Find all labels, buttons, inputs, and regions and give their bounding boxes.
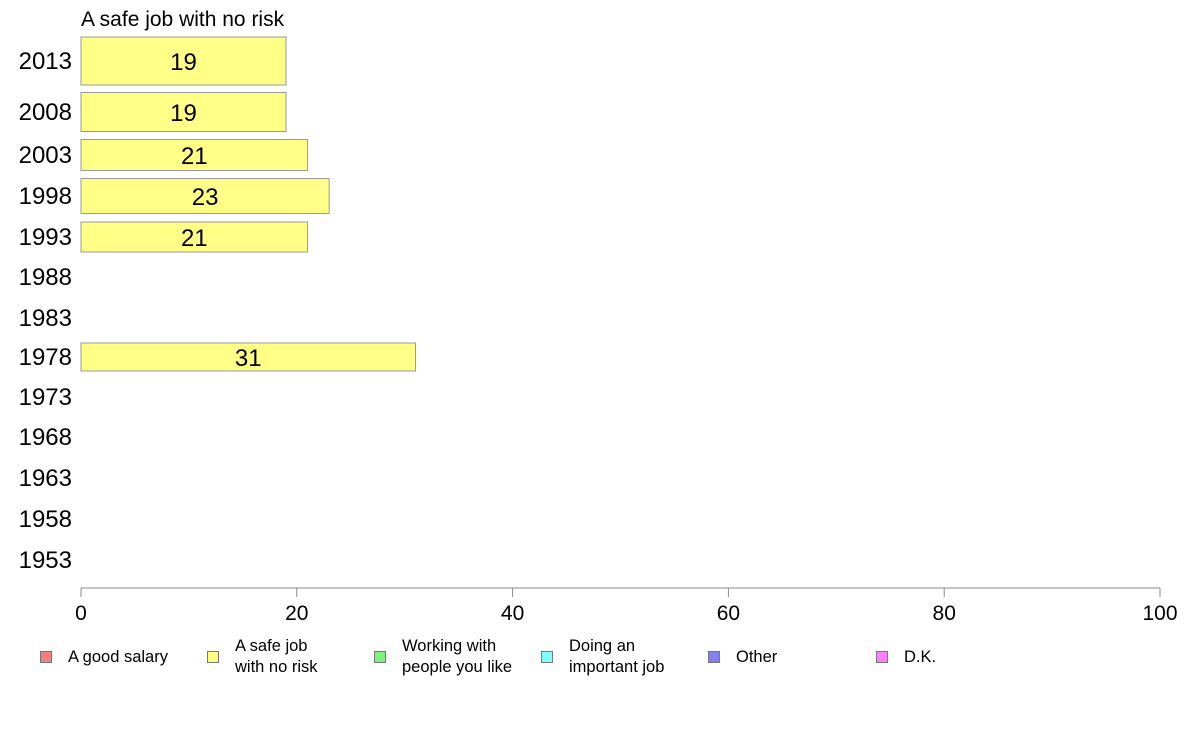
bar-value-label-2008: 19 — [170, 100, 197, 127]
bar-value-label-1998: 23 — [192, 184, 219, 211]
x-tick-label-60: 60 — [717, 602, 740, 625]
legend-item: A good salary — [40, 636, 168, 668]
legend-item: Other — [708, 636, 777, 668]
bar-value-label-1993: 21 — [181, 225, 208, 252]
year-label-1973: 1973 — [19, 384, 72, 411]
year-label-1998: 1998 — [19, 183, 72, 210]
legend-item: Doing an important job — [541, 636, 664, 678]
x-tick-label-100: 100 — [1142, 602, 1177, 625]
legend-label: A good salary — [68, 648, 168, 666]
bar-value-label-1978: 31 — [235, 345, 262, 372]
legend-swatch — [708, 651, 720, 663]
x-tick-label-0: 0 — [75, 602, 87, 625]
legend-label: Doing an important job — [569, 637, 665, 676]
year-label-2003: 2003 — [19, 142, 72, 169]
legend-swatch — [40, 651, 52, 663]
x-axis-ticks: 0 20 40 60 80 100 — [75, 588, 1178, 625]
year-label-1953: 1953 — [19, 547, 72, 574]
bar-value-label-2013: 19 — [170, 49, 197, 76]
legend-swatch — [541, 651, 553, 663]
bar-1998 — [80, 178, 330, 214]
legend-swatch — [374, 651, 386, 663]
year-label-1983: 1983 — [19, 305, 72, 332]
bar-2013 — [80, 36, 287, 86]
bars-group: 19 19 21 23 21 31 — [80, 36, 416, 372]
year-label-1978: 1978 — [19, 344, 72, 371]
bar-2008 — [80, 92, 287, 132]
legend-swatch — [207, 651, 219, 663]
year-label-1988: 1988 — [19, 264, 72, 291]
year-label-2008: 2008 — [19, 99, 72, 126]
year-label-2013: 2013 — [19, 48, 72, 75]
chart-title: A safe job with no risk — [81, 8, 285, 31]
x-tick-label-40: 40 — [501, 602, 524, 625]
bar-1993 — [80, 221, 309, 253]
year-label-1968: 1968 — [19, 424, 72, 451]
year-labels: 2013 2008 2003 1998 1993 1988 1983 1978 1973 1968… — [19, 48, 72, 574]
bar-value-label-2003: 21 — [181, 143, 208, 170]
year-label-1993: 1993 — [19, 224, 72, 251]
year-label-1963: 1963 — [19, 465, 72, 492]
bar-1978 — [80, 342, 416, 372]
legend: A good salary A safe job with no risk Work… — [0, 636, 1188, 686]
legend-item: A safe job with no risk — [207, 636, 318, 678]
bar-2003 — [80, 139, 309, 171]
legend-item: D.K. — [876, 636, 936, 668]
x-tick-label-20: 20 — [285, 602, 308, 625]
year-label-1958: 1958 — [19, 506, 72, 533]
legend-swatch — [876, 651, 888, 663]
legend-label: Other — [736, 648, 778, 666]
legend-label: D.K. — [904, 648, 937, 666]
legend-label: Working with people you like — [402, 637, 513, 676]
legend-item: Working with people you like — [374, 636, 512, 678]
legend-label: A safe job with no risk — [235, 637, 318, 676]
x-tick-label-80: 80 — [933, 602, 956, 625]
